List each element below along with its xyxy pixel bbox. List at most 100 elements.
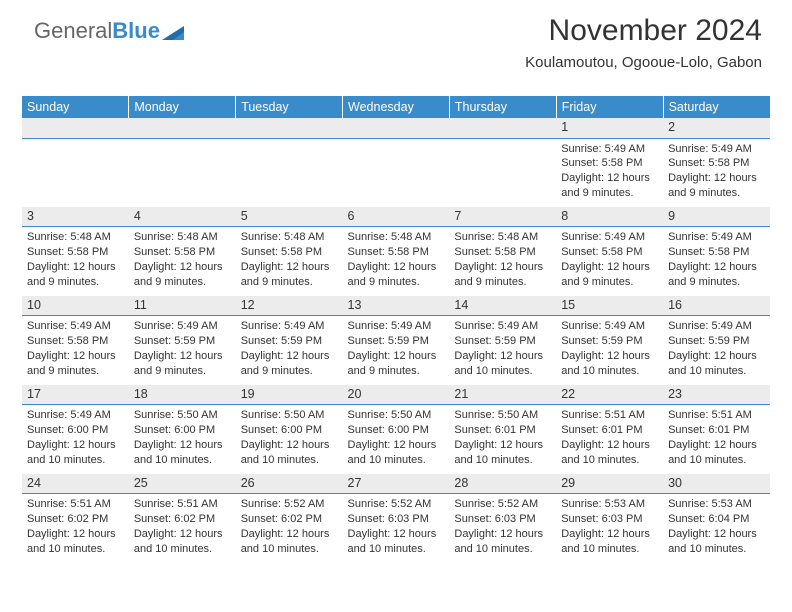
day-number-cell: 28 (449, 474, 556, 494)
day-dl2: and 9 minutes. (27, 364, 125, 379)
day-dl1: Daylight: 12 hours (134, 438, 232, 453)
day-sunset: Sunset: 5:59 PM (454, 334, 552, 349)
day-number-cell: 3 (22, 207, 129, 227)
day-sunset: Sunset: 5:58 PM (668, 245, 766, 260)
day-info-cell: Sunrise: 5:49 AMSunset: 5:58 PMDaylight:… (663, 138, 770, 207)
day-info-cell: Sunrise: 5:50 AMSunset: 6:01 PMDaylight:… (449, 405, 556, 474)
day-dl2: and 9 minutes. (134, 364, 232, 379)
day-dl1: Daylight: 12 hours (348, 527, 446, 542)
day-sunrise: Sunrise: 5:49 AM (348, 319, 446, 334)
day-dl1: Daylight: 12 hours (241, 527, 339, 542)
calendar-body: 12Sunrise: 5:49 AMSunset: 5:58 PMDayligh… (22, 118, 770, 562)
day-info-cell: Sunrise: 5:49 AMSunset: 5:58 PMDaylight:… (663, 227, 770, 296)
day-dl2: and 10 minutes. (134, 542, 232, 557)
day-info-cell (22, 138, 129, 207)
day-sunset: Sunset: 6:03 PM (454, 512, 552, 527)
day-sunset: Sunset: 5:58 PM (561, 156, 659, 171)
weekday-tuesday: Tuesday (236, 96, 343, 118)
day-dl2: and 9 minutes. (561, 186, 659, 201)
logo-text-gray: General (34, 18, 112, 44)
day-dl1: Daylight: 12 hours (668, 171, 766, 186)
day-sunset: Sunset: 6:00 PM (241, 423, 339, 438)
day-sunrise: Sunrise: 5:49 AM (668, 230, 766, 245)
day-number-cell: 23 (663, 385, 770, 405)
day-number-cell: 30 (663, 474, 770, 494)
day-number-cell: 10 (22, 296, 129, 316)
day-dl1: Daylight: 12 hours (561, 349, 659, 364)
page-title: November 2024 (525, 14, 762, 48)
calendar-container: Sunday Monday Tuesday Wednesday Thursday… (22, 96, 770, 562)
day-number-cell (449, 118, 556, 138)
day-number-cell: 15 (556, 296, 663, 316)
day-info-cell: Sunrise: 5:49 AMSunset: 6:00 PMDaylight:… (22, 405, 129, 474)
day-sunset: Sunset: 5:59 PM (134, 334, 232, 349)
page-subtitle: Koulamoutou, Ogooue-Lolo, Gabon (525, 54, 762, 71)
day-sunset: Sunset: 6:00 PM (27, 423, 125, 438)
day-sunrise: Sunrise: 5:50 AM (241, 408, 339, 423)
day-dl1: Daylight: 12 hours (561, 438, 659, 453)
day-dl1: Daylight: 12 hours (134, 527, 232, 542)
day-dl1: Daylight: 12 hours (134, 260, 232, 275)
day-number-cell: 7 (449, 207, 556, 227)
day-dl1: Daylight: 12 hours (561, 260, 659, 275)
day-sunset: Sunset: 6:01 PM (561, 423, 659, 438)
day-sunrise: Sunrise: 5:50 AM (454, 408, 552, 423)
day-dl1: Daylight: 12 hours (668, 260, 766, 275)
day-sunrise: Sunrise: 5:48 AM (27, 230, 125, 245)
day-sunset: Sunset: 5:58 PM (348, 245, 446, 260)
day-number-cell: 27 (343, 474, 450, 494)
day-dl2: and 10 minutes. (454, 542, 552, 557)
day-dl2: and 9 minutes. (561, 275, 659, 290)
weekday-monday: Monday (129, 96, 236, 118)
day-number-cell: 18 (129, 385, 236, 405)
week-daynum-row: 12 (22, 118, 770, 138)
day-dl2: and 9 minutes. (27, 275, 125, 290)
day-number-cell: 26 (236, 474, 343, 494)
day-info-cell: Sunrise: 5:50 AMSunset: 6:00 PMDaylight:… (236, 405, 343, 474)
day-dl2: and 9 minutes. (241, 275, 339, 290)
day-dl1: Daylight: 12 hours (561, 527, 659, 542)
day-info-cell (236, 138, 343, 207)
day-sunrise: Sunrise: 5:48 AM (348, 230, 446, 245)
day-sunrise: Sunrise: 5:48 AM (454, 230, 552, 245)
day-sunrise: Sunrise: 5:49 AM (668, 319, 766, 334)
day-sunset: Sunset: 6:03 PM (348, 512, 446, 527)
day-sunset: Sunset: 6:00 PM (134, 423, 232, 438)
day-sunrise: Sunrise: 5:49 AM (27, 408, 125, 423)
day-number-cell: 14 (449, 296, 556, 316)
day-sunset: Sunset: 6:02 PM (134, 512, 232, 527)
day-sunset: Sunset: 5:59 PM (241, 334, 339, 349)
day-dl1: Daylight: 12 hours (668, 349, 766, 364)
day-number-cell (129, 118, 236, 138)
day-number-cell: 9 (663, 207, 770, 227)
day-number-cell: 22 (556, 385, 663, 405)
day-sunset: Sunset: 5:58 PM (27, 334, 125, 349)
day-dl2: and 10 minutes. (27, 542, 125, 557)
day-info-cell: Sunrise: 5:49 AMSunset: 5:58 PMDaylight:… (556, 227, 663, 296)
week-daynum-row: 10111213141516 (22, 296, 770, 316)
weekday-header-row: Sunday Monday Tuesday Wednesday Thursday… (22, 96, 770, 118)
day-sunset: Sunset: 5:58 PM (241, 245, 339, 260)
week-info-row: Sunrise: 5:49 AMSunset: 6:00 PMDaylight:… (22, 405, 770, 474)
day-sunrise: Sunrise: 5:49 AM (241, 319, 339, 334)
day-sunset: Sunset: 6:01 PM (454, 423, 552, 438)
day-sunrise: Sunrise: 5:51 AM (561, 408, 659, 423)
day-dl1: Daylight: 12 hours (241, 438, 339, 453)
day-dl1: Daylight: 12 hours (454, 349, 552, 364)
day-number-cell (343, 118, 450, 138)
day-dl2: and 10 minutes. (27, 453, 125, 468)
day-dl2: and 9 minutes. (668, 186, 766, 201)
day-sunrise: Sunrise: 5:51 AM (27, 497, 125, 512)
day-sunrise: Sunrise: 5:52 AM (348, 497, 446, 512)
day-number-cell: 11 (129, 296, 236, 316)
day-sunrise: Sunrise: 5:53 AM (561, 497, 659, 512)
day-info-cell: Sunrise: 5:48 AMSunset: 5:58 PMDaylight:… (449, 227, 556, 296)
day-sunset: Sunset: 6:01 PM (668, 423, 766, 438)
day-dl2: and 10 minutes. (561, 364, 659, 379)
weekday-wednesday: Wednesday (343, 96, 450, 118)
day-dl2: and 10 minutes. (561, 453, 659, 468)
day-dl1: Daylight: 12 hours (27, 438, 125, 453)
day-sunset: Sunset: 5:58 PM (668, 156, 766, 171)
day-info-cell (449, 138, 556, 207)
day-dl1: Daylight: 12 hours (668, 527, 766, 542)
